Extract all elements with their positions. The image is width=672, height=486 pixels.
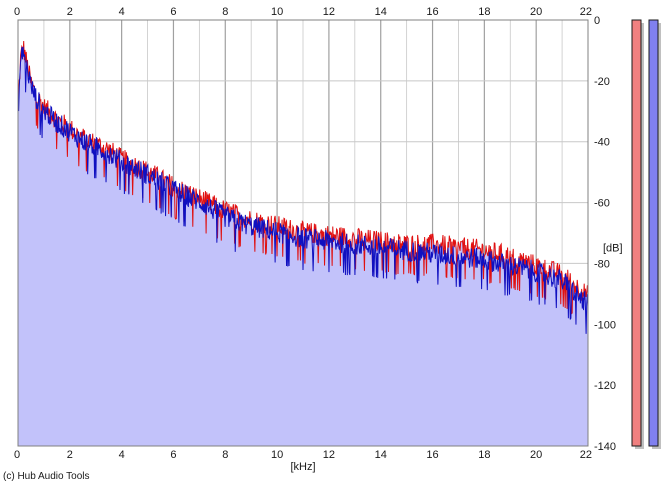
x-tick-label-top: 0 [14, 6, 20, 18]
y-axis-label: [dB] [603, 242, 623, 254]
level-meters [631, 19, 661, 449]
y-tick-label: -140 [594, 441, 616, 453]
x-tick-label-bottom: 10 [271, 449, 283, 461]
x-tick-label-top: 20 [530, 6, 542, 18]
x-tick-label-bottom: 18 [478, 449, 490, 461]
x-tick-label-bottom: 16 [426, 449, 438, 461]
level-meter-right [648, 19, 659, 447]
x-tick-label-top: 2 [67, 6, 73, 18]
x-tick-label-top: 14 [375, 6, 387, 18]
x-tick-label-top: 4 [119, 6, 125, 18]
spectrum-series-lines [17, 40, 589, 334]
y-tick-label: -80 [594, 258, 610, 270]
y-tick-label: -40 [594, 137, 610, 149]
y-tick-label: -60 [594, 198, 610, 210]
copyright-text: (c) Hub Audio Tools [3, 471, 90, 482]
x-tick-label-top: 12 [323, 6, 335, 18]
x-axis-label: [kHz] [290, 461, 315, 473]
x-tick-label-top: 22 [580, 6, 592, 18]
x-tick-label-bottom: 20 [530, 449, 542, 461]
x-tick-label-bottom: 8 [222, 449, 228, 461]
series-line-right [17, 46, 589, 334]
x-tick-label-bottom: 14 [375, 449, 387, 461]
x-tick-label-bottom: 12 [323, 449, 335, 461]
y-tick-label: -20 [594, 76, 610, 88]
x-tick-label-top: 6 [170, 6, 176, 18]
y-tick-labels: 0 -20 -40 -60 -80 -100 -120 -140 [594, 15, 616, 453]
x-tick-label-bottom: 0 [14, 449, 20, 461]
x-tick-label-bottom: 4 [119, 449, 125, 461]
x-tick-label-bottom: 22 [580, 449, 592, 461]
y-tick-label: -100 [594, 319, 616, 331]
x-tick-label-top: 8 [222, 6, 228, 18]
x-tick-label-bottom: 6 [170, 449, 176, 461]
x-tick-label-top: 18 [478, 6, 490, 18]
y-tick-label: -120 [594, 380, 616, 392]
level-meter-left [631, 19, 642, 447]
x-tick-label-bottom: 2 [67, 449, 73, 461]
plot-frame [17, 19, 589, 447]
x-tick-label-top: 10 [271, 6, 283, 18]
x-tick-label-top: 16 [426, 6, 438, 18]
plot-border [17, 19, 589, 447]
y-tick-label: 0 [594, 15, 600, 27]
